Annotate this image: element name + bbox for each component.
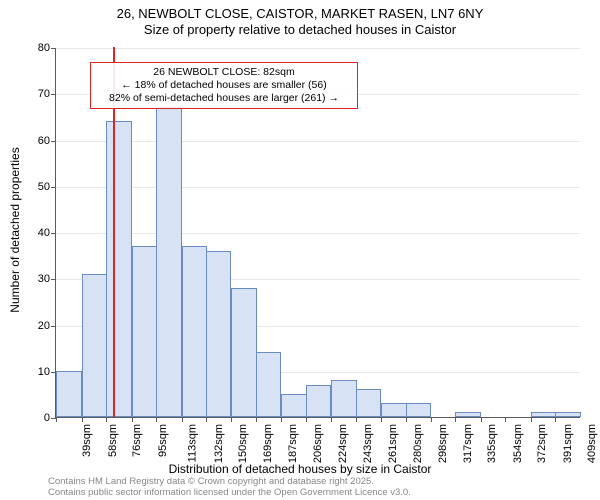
x-tick: [481, 417, 482, 422]
y-tick: [51, 279, 56, 280]
histogram-bar: [331, 380, 357, 417]
x-tick: [331, 417, 332, 422]
x-axis-label: Distribution of detached houses by size …: [0, 462, 600, 476]
x-tick-label: 261sqm: [387, 424, 399, 463]
histogram-bar: [256, 352, 282, 417]
info-line-2: ← 18% of detached houses are smaller (56…: [97, 79, 351, 92]
x-tick-label: 298sqm: [437, 424, 449, 463]
info-line-3: 82% of semi-detached houses are larger (…: [97, 92, 351, 105]
histogram-bar: [156, 107, 182, 417]
x-tick: [381, 417, 382, 422]
info-line-1: 26 NEWBOLT CLOSE: 82sqm: [97, 66, 351, 79]
x-tick-label: 372sqm: [537, 424, 549, 463]
x-tick: [182, 417, 183, 422]
y-tick: [51, 94, 56, 95]
histogram-bar: [306, 385, 332, 417]
histogram-bar: [231, 288, 257, 418]
y-tick-label: 70: [26, 88, 50, 100]
histogram-bar: [82, 274, 108, 417]
x-tick: [231, 417, 232, 422]
x-tick: [531, 417, 532, 422]
x-tick: [56, 417, 57, 422]
y-tick: [51, 326, 56, 327]
x-tick: [356, 417, 357, 422]
y-tick: [51, 187, 56, 188]
y-tick-label: 40: [26, 227, 50, 239]
x-tick-label: 169sqm: [263, 424, 275, 463]
histogram-bar: [531, 412, 557, 417]
histogram-bar: [381, 403, 407, 417]
y-tick-label: 0: [26, 412, 50, 424]
y-tick-label: 10: [26, 366, 50, 378]
x-tick-label: 206sqm: [313, 424, 325, 463]
x-tick: [555, 417, 556, 422]
x-tick-label: 150sqm: [237, 424, 249, 463]
histogram-bar: [206, 251, 232, 418]
x-tick: [256, 417, 257, 422]
x-tick-label: 132sqm: [213, 424, 225, 463]
x-tick-label: 76sqm: [131, 424, 143, 457]
copyright-line-2: Contains public sector information licen…: [48, 488, 411, 499]
y-tick-label: 80: [26, 42, 50, 54]
histogram-bar: [356, 389, 382, 417]
y-tick-label: 50: [26, 181, 50, 193]
x-tick-label: 224sqm: [337, 424, 349, 463]
x-tick-label: 335sqm: [487, 424, 499, 463]
y-tick-label: 30: [26, 273, 50, 285]
page-title-1: 26, NEWBOLT CLOSE, CAISTOR, MARKET RASEN…: [0, 6, 600, 22]
histogram-bar: [106, 121, 132, 417]
histogram-bar: [406, 403, 432, 417]
x-tick: [281, 417, 282, 422]
x-tick-label: 280sqm: [412, 424, 424, 463]
x-tick: [406, 417, 407, 422]
x-tick-label: 187sqm: [287, 424, 299, 463]
histogram-bar: [182, 246, 208, 417]
x-tick: [132, 417, 133, 422]
y-tick: [51, 233, 56, 234]
x-tick: [106, 417, 107, 422]
histogram-bar: [56, 371, 82, 417]
y-tick: [51, 48, 56, 49]
x-tick-label: 243sqm: [362, 424, 374, 463]
y-tick: [51, 141, 56, 142]
x-tick: [156, 417, 157, 422]
gridline: [56, 48, 580, 49]
histogram-bar: [132, 246, 158, 417]
x-tick: [206, 417, 207, 422]
gridline: [56, 187, 580, 188]
x-tick: [82, 417, 83, 422]
info-annotation-box: 26 NEWBOLT CLOSE: 82sqm ← 18% of detache…: [90, 62, 358, 109]
x-tick-label: 39sqm: [81, 424, 93, 457]
y-tick-label: 20: [26, 320, 50, 332]
x-tick: [455, 417, 456, 422]
histogram-bar: [455, 412, 481, 417]
x-tick-label: 409sqm: [586, 424, 598, 463]
histogram-bar: [555, 412, 581, 417]
gridline: [56, 141, 580, 142]
gridline: [56, 233, 580, 234]
x-tick-label: 391sqm: [562, 424, 574, 463]
histogram-bar: [281, 394, 307, 417]
y-tick-label: 60: [26, 135, 50, 147]
y-axis-label: Number of detached properties: [8, 147, 22, 312]
x-tick-label: 95sqm: [157, 424, 169, 457]
x-tick: [306, 417, 307, 422]
x-tick-label: 354sqm: [512, 424, 524, 463]
x-tick-label: 58sqm: [107, 424, 119, 457]
x-tick: [505, 417, 506, 422]
x-tick: [431, 417, 432, 422]
x-tick-label: 113sqm: [186, 424, 198, 462]
page-title-2: Size of property relative to detached ho…: [0, 22, 600, 38]
x-tick-label: 317sqm: [462, 424, 474, 463]
